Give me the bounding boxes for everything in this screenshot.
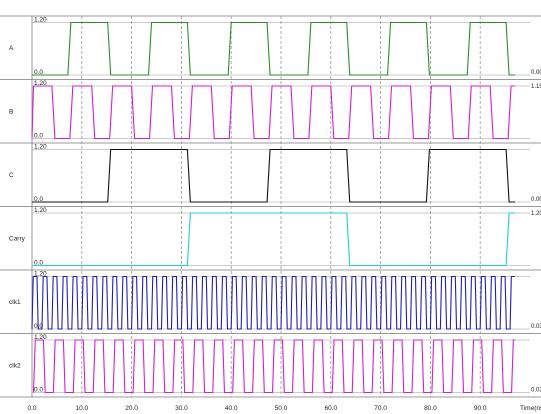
x-tick-label: 0.0: [27, 405, 36, 412]
cursor-value: 0.00: [531, 197, 541, 203]
cursor-value: 1.15: [531, 84, 541, 90]
x-axis-label: Time(ns): [520, 405, 541, 412]
low-level-label: 0.0: [34, 133, 43, 140]
x-tick-label: 10.0: [75, 405, 88, 412]
x-tick-label: 90.0: [474, 405, 487, 412]
signal-name: Carry: [9, 235, 26, 242]
cursor-value: 1.20: [531, 211, 541, 217]
signal-name: C: [9, 172, 14, 179]
x-tick-label: 30.0: [175, 405, 188, 412]
cursor-value: 0.03: [531, 388, 541, 394]
waveform-b: [31, 85, 516, 140]
low-level-label: 0.0: [34, 69, 43, 76]
signal-name: A: [9, 45, 14, 52]
high-level-label: 1.20: [34, 17, 47, 24]
signal-name: clk2: [9, 362, 21, 369]
time-axis: 0.0 10.0 20.0 30.0 40.0 50.0 60.0 70.0 80.0 90.0 T…: [27, 405, 541, 412]
high-level-label: 1.20: [34, 207, 47, 214]
low-level-label: 0.0: [34, 260, 43, 267]
waveforms: [31, 21, 516, 394]
signal-name: B: [9, 108, 13, 115]
x-tick-label: 20.0: [125, 405, 138, 412]
x-tick-label: 60.0: [324, 405, 337, 412]
waveform-clk2: [32, 339, 516, 394]
signal-name: clk1: [9, 299, 21, 306]
waveform-c: [32, 148, 516, 203]
signal-labels: A 1.20 0.0 0.00 B 1.20 0.0 1.15 C 1.20 0.0 0.00 Carr…: [9, 17, 541, 394]
high-level-label: 1.20: [34, 334, 47, 341]
low-level-label: 0.0: [34, 387, 43, 394]
x-tick-label: 70.0: [374, 405, 387, 412]
x-tick-label: 40.0: [225, 405, 238, 412]
low-level-label: 0.0: [34, 196, 43, 203]
high-level-label: 1.20: [34, 80, 47, 87]
high-level-label: 1.20: [34, 271, 47, 278]
cursor-value: 0.03: [531, 324, 541, 330]
waveform-carry: [32, 212, 516, 267]
waveform-clk1: [31, 275, 516, 330]
low-level-label: 0.0: [34, 323, 43, 330]
signal-rows: [0, 15, 541, 398]
x-tick-label: 80.0: [424, 405, 437, 412]
x-tick-label: 50.0: [275, 405, 288, 412]
cursor-value: 0.00: [531, 70, 541, 76]
high-level-label: 1.20: [34, 144, 47, 151]
waveform-a: [32, 21, 516, 76]
